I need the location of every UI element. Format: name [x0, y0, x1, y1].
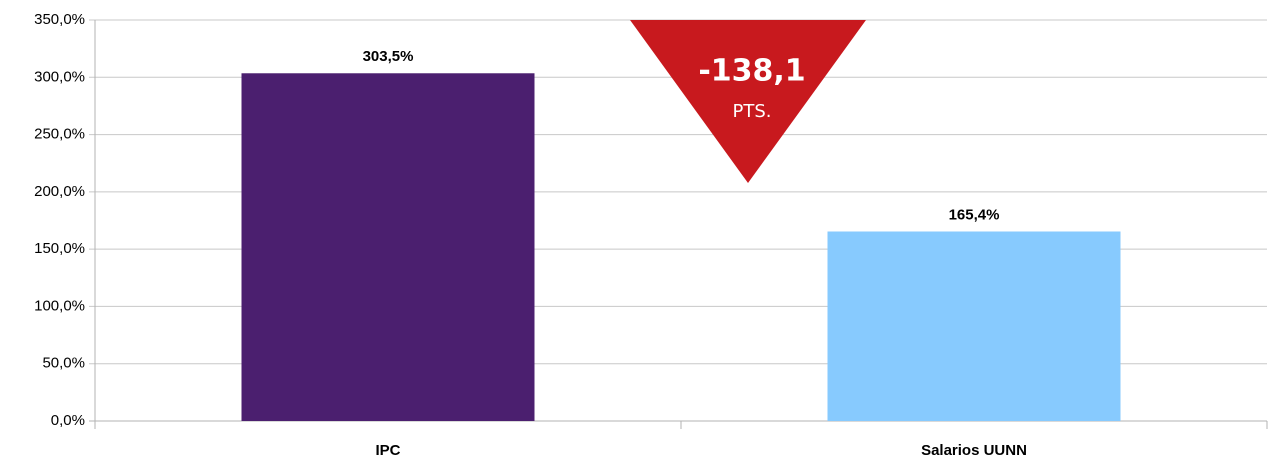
y-tick-label: 350,0% — [34, 11, 85, 28]
y-tick-label: 300,0% — [34, 68, 85, 85]
value-label: 303,5% — [363, 48, 414, 65]
y-tick-label: 100,0% — [34, 297, 85, 314]
bar — [827, 231, 1121, 421]
x-tick-label: IPC — [375, 442, 400, 459]
x-tick-label: Salarios UUNN — [921, 442, 1027, 459]
y-tick-label: 250,0% — [34, 126, 85, 143]
annotation-value: -138,1 — [698, 54, 805, 89]
annotation-triangle — [630, 20, 866, 183]
y-tick-label: 200,0% — [34, 183, 85, 200]
y-tick-label: 150,0% — [34, 240, 85, 257]
bar — [241, 73, 535, 422]
annotation-unit: PTS. — [733, 101, 772, 122]
y-tick-label: 0,0% — [51, 412, 85, 429]
y-tick-label: 50,0% — [42, 355, 85, 372]
value-label: 165,4% — [949, 206, 1000, 223]
